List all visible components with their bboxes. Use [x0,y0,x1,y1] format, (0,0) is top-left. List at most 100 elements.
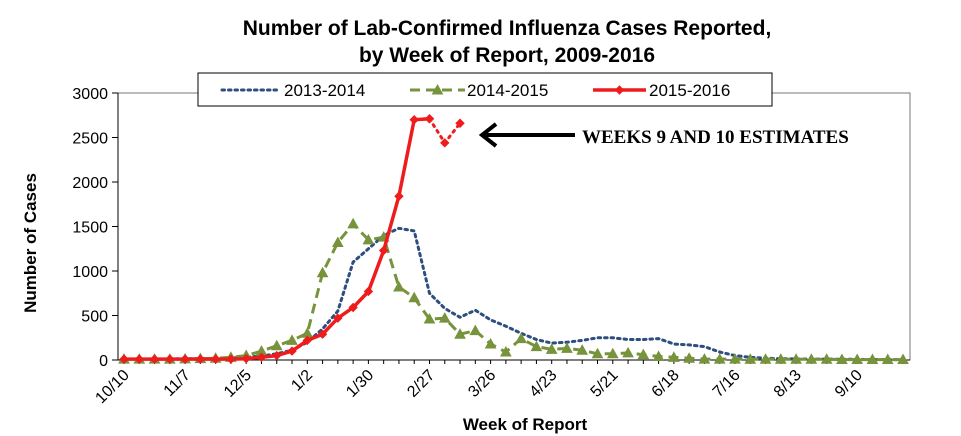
x-tick-label: 1/2 [288,367,316,395]
data-point [165,354,175,364]
legend-marker-shape [614,85,625,95]
data-point [469,324,482,336]
y-axis-label: Number of Cases [21,173,40,313]
data-point [270,339,283,351]
x-tick-label: 3/26 [465,367,499,401]
legend-marker-2015-2016 [614,85,625,95]
series-line [124,222,903,362]
data-point [316,266,329,278]
data-point [378,245,389,256]
data-point [530,340,543,352]
data-point [698,353,711,364]
data-point [331,236,344,248]
data-point [241,353,251,364]
data-point [820,353,833,364]
data-point [438,312,451,323]
data-point [210,354,221,364]
x-tick-label: 7/16 [710,367,744,401]
x-tick-label: 10/10 [92,367,132,407]
y-tick-label: 500 [81,309,108,326]
data-point [500,345,512,357]
data-point [409,114,419,125]
chart-subtitle: by Week of Report, 2009-2016 [359,44,655,67]
data-point [836,353,848,365]
data-point [454,328,466,339]
data-point [881,353,894,365]
series-2014-2015 [118,217,909,365]
data-point [393,280,405,292]
data-point [744,353,757,364]
data-point [347,217,359,229]
chart-title: Number of Lab-Confirmed Influenza Cases … [243,17,772,40]
data-point [362,233,375,245]
data-point [774,353,787,364]
x-tick-label: 11/7 [161,367,194,400]
data-point [591,347,604,359]
data-point [256,352,267,363]
y-tick-label: 3000 [72,86,108,103]
data-point [790,353,802,364]
data-point [713,353,726,364]
y-tick-label: 2500 [72,131,108,148]
data-point [394,191,404,201]
data-point [226,354,236,364]
legend-label-2014-2015: 2014-2015 [467,81,548,100]
x-tick-label: 4/23 [526,367,560,401]
data-point [622,346,634,358]
data-point [455,118,465,128]
series-2013-2014 [122,226,905,362]
x-tick-label: 8/13 [771,367,805,401]
y-tick-label: 2000 [72,175,108,192]
data-point [134,354,144,364]
data-point [652,350,665,361]
data-point [897,353,909,365]
data-point [484,337,497,349]
data-point [180,354,190,364]
data-point [317,329,328,339]
x-tick-label: 9/10 [832,367,866,401]
x-tick-label: 5/21 [588,367,622,401]
x-tick-label: 6/18 [649,367,683,401]
data-point [759,353,772,364]
data-point [440,138,450,148]
x-tick-label: 12/5 [221,367,255,401]
series-layer [118,114,909,365]
x-ticks: 10/10 11/7 12/5 1/2 1/30 2/27 3/26 4/23 5/21 6/18… [92,360,904,407]
data-point [195,354,206,364]
data-point [272,350,282,361]
annotation-arrow-head [478,122,498,148]
data-point [348,302,358,313]
legend: 2013-2014 2014-2015 2015-2016 [197,72,773,107]
data-point [866,353,879,365]
data-point [805,353,818,364]
data-point [561,342,573,353]
series-weeks-9-and-10-estimates [424,114,465,148]
data-point [287,346,297,356]
y-tick-label: 1000 [72,264,108,281]
data-point [515,332,527,344]
annotation: WEEKS 9 AND 10 ESTIMATES [478,122,849,148]
data-point [424,114,435,124]
data-point [363,286,374,297]
data-point [333,313,343,323]
data-point [729,353,741,364]
series-2015-2016 [119,114,435,364]
y-ticks: 0 500 1000 1500 2000 2500 3000 [72,86,118,370]
data-point [119,354,129,364]
x-tick-label: 1/30 [343,367,377,401]
y-tick-label: 1500 [72,220,108,237]
data-point [576,344,589,355]
data-point [408,291,421,303]
legend-box [197,72,773,107]
data-point [149,354,160,364]
legend-marker-2014-2015 [431,83,444,95]
legend-marker-shape [431,83,444,95]
data-point [286,334,298,345]
annotation-text: WEEKS 9 AND 10 ESTIMATES [582,127,849,148]
data-point [851,353,864,365]
data-point [545,343,558,354]
data-point [606,347,619,359]
legend-label-2015-2016: 2015-2016 [649,81,730,100]
legend-label-2013-2014: 2013-2014 [284,81,365,100]
